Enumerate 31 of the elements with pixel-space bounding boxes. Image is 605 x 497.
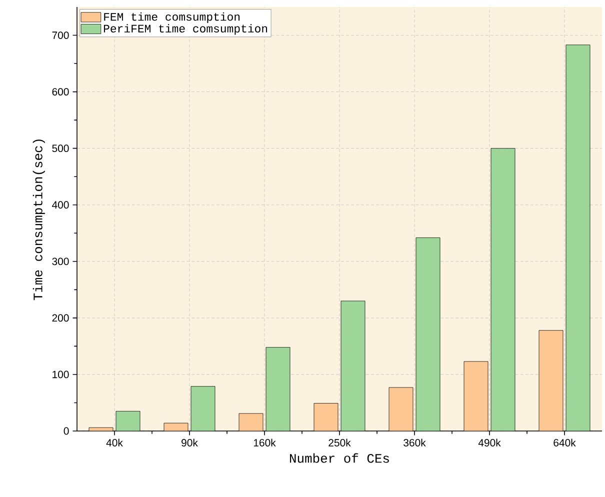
bar bbox=[416, 237, 440, 431]
x-tick-label: 360k bbox=[404, 438, 426, 446]
y-tick-label: 500 bbox=[52, 144, 69, 152]
x-tick-label: 640k bbox=[554, 438, 576, 446]
x-tick-label: 250k bbox=[328, 438, 351, 446]
x-tick-label: 160k bbox=[254, 438, 276, 446]
bar bbox=[340, 300, 366, 431]
bar bbox=[190, 386, 216, 431]
x-tick-label: 40k bbox=[106, 438, 123, 446]
x-tick-label: 90k bbox=[182, 438, 198, 446]
bar bbox=[314, 403, 338, 431]
bar bbox=[538, 330, 564, 431]
legend-label: FEM time comsumption bbox=[104, 12, 240, 23]
x-axis-title: Number of CEs bbox=[290, 453, 389, 463]
y-axis-title: Time consumption(sec) bbox=[32, 140, 45, 300]
y-tick-label: 700 bbox=[52, 32, 69, 39]
y-tick-label: 600 bbox=[52, 88, 69, 96]
x-tick-label: 490k bbox=[478, 438, 501, 446]
bar bbox=[266, 347, 290, 431]
bar bbox=[116, 411, 140, 431]
legend-label: PeriFEM time comsumption bbox=[104, 24, 268, 35]
bar bbox=[490, 148, 516, 431]
bar bbox=[566, 44, 590, 431]
y-tick-label: 200 bbox=[52, 314, 69, 322]
y-tick-label: 400 bbox=[52, 201, 69, 209]
y-tick-label: 100 bbox=[52, 370, 69, 378]
y-tick-label: 300 bbox=[52, 258, 69, 266]
bar bbox=[388, 387, 414, 431]
y-tick-label: 0 bbox=[64, 427, 69, 435]
bar bbox=[464, 361, 488, 431]
bar bbox=[238, 413, 264, 431]
